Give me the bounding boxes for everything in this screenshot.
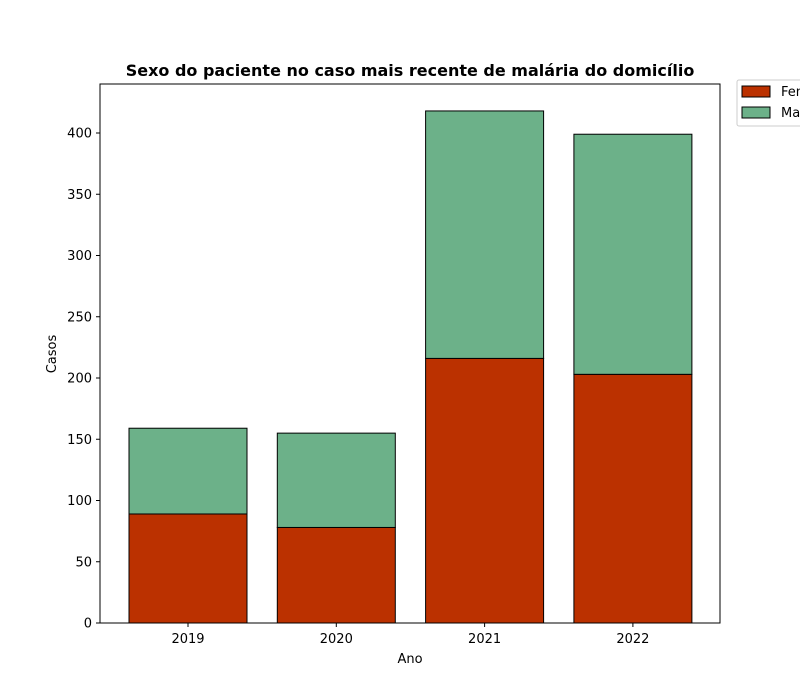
y-tick-label: 250 <box>67 310 92 325</box>
bar-feminino-2019 <box>128 513 248 624</box>
y-tick-label: 350 <box>67 188 92 203</box>
legend-swatch-feminino <box>741 85 771 98</box>
x-axis-label: Ano <box>397 652 422 667</box>
x-axis-ticks: 2019 2020 2021 2022 <box>171 623 649 647</box>
legend-swatch-masculino <box>741 106 771 119</box>
y-tick-label: 150 <box>67 433 92 448</box>
chart-title: Sexo do paciente no caso mais recente de… <box>126 61 695 80</box>
y-tick-label: 50 <box>75 555 92 570</box>
y-axis-label: Casos <box>45 335 60 374</box>
x-tick-label-2022: 2022 <box>616 632 649 647</box>
bar-masculino-2022 <box>573 133 693 375</box>
plot-area: 0 50 100 150 200 250 300 350 400 2019 2020 2021 202… <box>67 83 721 647</box>
legend: Fem Ma <box>736 79 800 127</box>
x-tick-label-2021: 2021 <box>468 632 501 647</box>
bar-feminino-2020 <box>276 526 396 624</box>
y-tick-label: 100 <box>67 494 92 509</box>
y-tick-label: 400 <box>67 127 92 142</box>
bar-masculino-2021 <box>425 110 545 359</box>
plot-frame <box>99 83 721 624</box>
bar-feminino-2022 <box>573 373 693 624</box>
bar-feminino-2021 <box>425 357 545 624</box>
legend-label-masculino: Ma <box>781 106 800 121</box>
x-tick-label-2019: 2019 <box>171 632 204 647</box>
bar-masculino-2020 <box>276 432 396 528</box>
y-tick-label: 200 <box>67 372 92 387</box>
bar-masculino-2019 <box>128 427 248 515</box>
x-tick-label-2020: 2020 <box>320 632 353 647</box>
y-tick-label: 0 <box>84 617 92 632</box>
legend-label-feminino: Fem <box>781 85 800 100</box>
y-tick-label: 300 <box>67 249 92 264</box>
y-axis-ticks: 0 50 100 150 200 250 300 350 400 <box>67 127 100 632</box>
bars-group <box>128 110 693 624</box>
